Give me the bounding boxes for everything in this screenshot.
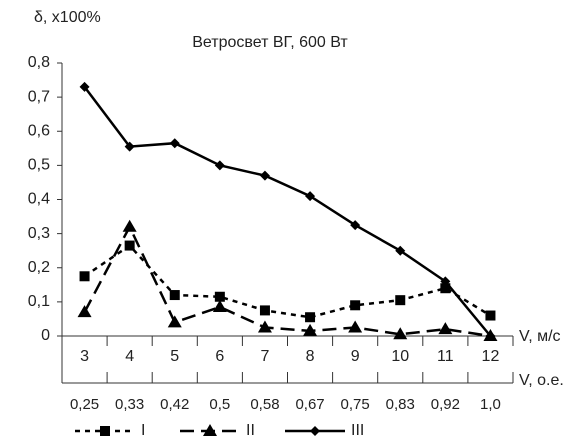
marker: [485, 331, 496, 341]
marker: [214, 160, 225, 171]
y-tick-label: 0,5: [28, 157, 50, 174]
x2-tick-label: 0,42: [160, 396, 189, 413]
marker: [214, 291, 225, 302]
marker: [348, 320, 363, 333]
x-tick-label: 6: [215, 348, 224, 365]
x2-tick-label: 0,92: [431, 396, 460, 413]
marker: [395, 295, 406, 306]
marker: [259, 170, 270, 181]
x-tick-label: 3: [80, 348, 89, 365]
marker: [79, 271, 90, 282]
y-tick-label: 0,2: [28, 259, 50, 276]
x-tick-label: 12: [482, 348, 500, 365]
marker: [169, 290, 180, 301]
x-tick-label: 4: [125, 348, 134, 365]
x2-axis-label: V, о.е.: [519, 372, 564, 389]
x2-tick-label: 1,0: [480, 396, 501, 413]
marker: [440, 276, 451, 287]
series-line: [83, 86, 492, 337]
legend-marker: [310, 426, 320, 436]
y-axis-label: δ, x100%: [34, 9, 101, 26]
marker: [438, 322, 453, 335]
marker: [305, 191, 316, 202]
x-tick-label: 11: [437, 348, 454, 365]
legend-label: II: [246, 422, 255, 436]
marker: [395, 245, 406, 256]
x2-tick-label: 0,67: [295, 396, 324, 413]
y-tick-label: 0,8: [28, 54, 50, 71]
y-tick-label: 0,6: [28, 122, 50, 139]
y-tick-label: 0,7: [28, 88, 50, 105]
legend-marker: [203, 424, 217, 436]
marker: [259, 305, 270, 316]
x2-tick-label: 0,83: [386, 396, 415, 413]
marker: [257, 320, 272, 333]
x-tick-label: 9: [351, 348, 360, 365]
marker: [485, 310, 496, 321]
legend-label: III: [351, 422, 364, 436]
y-tick-label: 0,4: [28, 191, 50, 208]
chart-title: Ветросвет ВГ, 600 Вт: [192, 34, 348, 51]
x-tick-label: 10: [391, 348, 409, 365]
marker: [212, 299, 227, 312]
x-tick-label: 5: [170, 348, 179, 365]
marker: [122, 219, 137, 232]
x2-tick-label: 0,58: [250, 396, 279, 413]
x2-tick-label: 0,33: [115, 396, 144, 413]
marker: [124, 141, 135, 152]
legend-marker: [100, 426, 110, 436]
marker: [350, 220, 361, 231]
marker: [77, 305, 92, 318]
legend-label: I: [141, 422, 145, 436]
x-tick-label: 8: [306, 348, 315, 365]
marker: [79, 81, 90, 92]
marker: [350, 300, 361, 311]
y-tick-label: 0,1: [28, 293, 50, 310]
y-tick-label: 0: [41, 327, 50, 344]
y-tick-label: 0,3: [28, 225, 50, 242]
x2-tick-label: 0,25: [70, 396, 99, 413]
marker: [169, 138, 180, 149]
marker: [440, 283, 451, 294]
marker: [167, 315, 182, 328]
x2-tick-label: 0,75: [341, 396, 370, 413]
marker: [393, 327, 408, 340]
x-axis-label: V, м/с: [519, 328, 561, 345]
x2-tick-label: 0,5: [209, 396, 230, 413]
marker: [124, 240, 135, 251]
series-line: [83, 243, 492, 319]
series-line: [83, 224, 491, 338]
x-tick-label: 7: [260, 348, 269, 365]
marker: [305, 312, 316, 323]
marker: [303, 323, 318, 336]
